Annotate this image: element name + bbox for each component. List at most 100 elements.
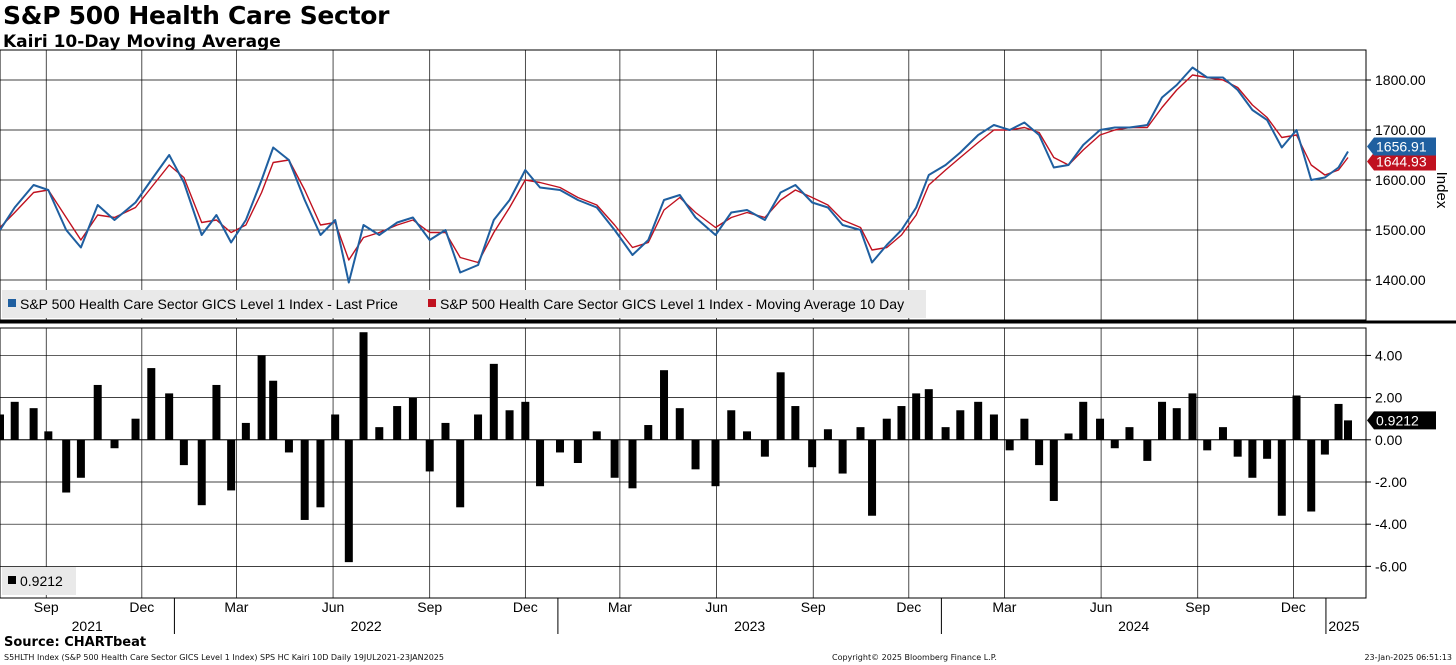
kairi-bar	[1307, 439, 1316, 512]
price-ytick-label: 1800.00	[1375, 72, 1426, 88]
kairi-bar	[284, 439, 293, 453]
kairi-bar	[592, 431, 601, 440]
x-month-label: Sep	[34, 599, 59, 615]
ma-last-value-tag: 1644.93	[1376, 154, 1427, 170]
kairi-bar	[505, 410, 514, 440]
kairi-bar	[425, 439, 434, 472]
kairi-bar	[628, 439, 637, 489]
ma-legend-label: S&P 500 Health Care Sector GICS Level 1 …	[440, 296, 904, 312]
kairi-bar	[1005, 439, 1014, 451]
kairi-bar	[1020, 418, 1029, 440]
kairi-bar	[1277, 439, 1286, 516]
kairi-bar	[727, 410, 736, 440]
kairi-bar	[359, 332, 368, 440]
kairi-ytick-label: -2.00	[1375, 474, 1407, 490]
kairi-bar	[29, 408, 38, 440]
kairi-bar	[644, 425, 653, 440]
kairi-bar	[1263, 439, 1272, 459]
x-month-label: Sep	[417, 599, 442, 615]
kairi-bar	[212, 384, 221, 440]
x-month-label: Sep	[801, 599, 826, 615]
timestamp: 23-Jan-2025 06:51:13	[1364, 653, 1452, 662]
kairi-bar	[269, 380, 278, 440]
price-panel: 1400.00 1500.00 1600.00 1700.00 1800.00 Index…	[0, 49, 1456, 324]
kairi-bar	[165, 393, 174, 440]
kairi-bar	[1292, 395, 1301, 440]
kairi-bar	[76, 439, 85, 478]
kairi-bar	[1110, 439, 1119, 449]
kairi-bar	[556, 439, 565, 453]
price-legend-label: S&P 500 Health Care Sector GICS Level 1 …	[20, 296, 398, 312]
x-year-label: 2021	[72, 618, 103, 634]
kairi-bar	[1049, 439, 1058, 501]
kairi-bar	[300, 439, 309, 520]
kairi-last-value-tag: 0.9212	[1376, 412, 1419, 428]
price-last-value-tag: 1656.91	[1376, 139, 1427, 155]
kairi-bar	[441, 422, 450, 440]
kairi-bar	[197, 439, 206, 506]
kairi-bar	[776, 372, 785, 440]
last-price-line	[0, 66, 1349, 284]
price-legend-swatch	[8, 299, 16, 307]
kairi-bar	[897, 406, 906, 440]
kairi-bar	[1096, 418, 1105, 440]
price-ytick-label: 1400.00	[1375, 272, 1426, 288]
kairi-bar	[408, 397, 417, 440]
kairi-bar	[573, 439, 582, 463]
kairi-bar	[691, 439, 700, 470]
kairi-bar	[1344, 420, 1352, 440]
kairi-bar	[456, 439, 465, 508]
kairi-bar	[856, 427, 865, 440]
kairi-bar	[868, 439, 877, 516]
kairi-bar	[489, 363, 498, 440]
moving-average-line	[0, 74, 1349, 264]
price-plot-frame	[0, 49, 1367, 321]
x-month-label: Sep	[1185, 599, 1210, 615]
x-month-label: Dec	[513, 599, 538, 615]
ma-last-value-tag-bg	[1367, 152, 1436, 171]
kairi-bar	[393, 406, 402, 440]
kairi-bar	[241, 422, 250, 440]
kairi-bar	[610, 439, 619, 478]
kairi-bar	[257, 355, 266, 440]
chart-subtitle: Kairi 10-Day Moving Average	[3, 32, 281, 52]
kairi-ytick-label: 2.00	[1375, 390, 1402, 406]
x-month-label: Jun	[705, 599, 728, 615]
kairi-bar	[760, 439, 769, 457]
x-axis: Sep Dec Mar Jun Sep Dec Mar Jun Sep Dec Mar Jun Sep D…	[34, 598, 1360, 634]
kairi-bar	[974, 401, 983, 440]
kairi-bar	[882, 418, 891, 440]
kairi-bar	[1320, 439, 1329, 455]
kairi-bar	[0, 414, 4, 440]
kairi-bar	[10, 401, 19, 440]
kairi-bar	[1035, 439, 1044, 466]
kairi-bar	[227, 439, 236, 491]
kairi-bar	[1218, 427, 1227, 440]
kairi-bar	[1158, 401, 1167, 440]
x-year-label: 2022	[351, 618, 382, 634]
x-month-label: Mar	[224, 599, 248, 615]
kairi-bar	[179, 439, 188, 466]
x-month-label: Dec	[1281, 599, 1306, 615]
x-month-label: Jun	[1090, 599, 1113, 615]
kairi-bar	[93, 384, 102, 440]
kairi-bar	[1079, 401, 1088, 440]
kairi-bar	[316, 439, 325, 508]
price-ytick-label: 1700.00	[1375, 122, 1426, 138]
kairi-ytick-label: -6.00	[1375, 558, 1407, 574]
kairi-panel: -6.00 -4.00 -2.00 0.00 2.00 4.00 0.9212 0.9212	[0, 327, 1436, 599]
x-year-label: 2023	[734, 618, 765, 634]
kairi-bar	[147, 368, 156, 440]
kairi-bar	[44, 431, 53, 440]
x-month-label: Mar	[992, 599, 1016, 615]
x-month-label: Dec	[896, 599, 921, 615]
kairi-bar	[941, 427, 950, 440]
kairi-bar	[743, 431, 752, 440]
kairi-bar	[62, 439, 71, 493]
kairi-bar	[131, 418, 140, 440]
kairi-bar	[791, 406, 800, 440]
kairi-bar	[1248, 439, 1257, 478]
ma-legend-swatch	[428, 299, 436, 307]
kairi-bar	[989, 414, 998, 440]
